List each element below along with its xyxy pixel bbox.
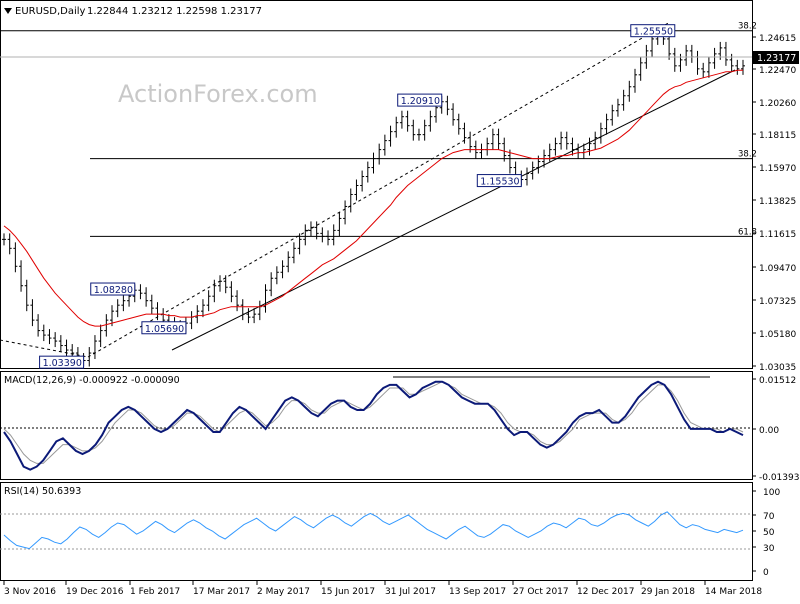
price-tick-label: 1.15970 — [759, 164, 796, 174]
annotation-box — [476, 174, 522, 188]
time-tick-label: 12 Dec 2017 — [577, 587, 635, 597]
annotation-label: 1.03390 — [43, 358, 82, 369]
fibonacci-levels: 38.2 38.2 61.8 — [0, 22, 757, 237]
price-axis: 1.24615 1.22470 1.20260 1.18115 1.15970 1.138… — [752, 34, 796, 373]
price-tick-label: 1.07325 — [759, 297, 796, 307]
price-tick-label: 1.11615 — [759, 230, 796, 240]
time-tick-label: 19 Dec 2016 — [66, 587, 124, 597]
ohlc-values: 1.22844 1.23212 1.22598 1.23177 — [87, 6, 262, 17]
time-axis: 3 Nov 2016 19 Dec 2016 1 Feb 2017 17 Mar 20… — [3, 581, 762, 597]
fib-level-label: 38.2 — [738, 150, 757, 160]
rsi-title: RSI(14) 50.6393 — [4, 486, 81, 497]
fib-level-label: 38.2 — [738, 22, 757, 32]
time-tick-label: 15 Jun 2017 — [321, 587, 375, 597]
annotation-label: 1.25550 — [634, 27, 673, 38]
macd-tick-label: 0.01512 — [759, 376, 796, 386]
price-tick-label: 1.20260 — [759, 99, 796, 109]
price-tick-label: 1.22470 — [759, 66, 796, 76]
time-tick-label: 2 May 2017 — [257, 587, 310, 597]
time-tick-label: 3 Nov 2016 — [4, 587, 56, 597]
annotation-label: 1.08280 — [94, 285, 133, 296]
rsi-tick-label: 30 — [763, 544, 775, 554]
time-tick-label: 14 Mar 2018 — [705, 587, 762, 597]
current-price-box — [753, 51, 799, 64]
annotation-box — [90, 282, 136, 296]
time-tick-label: 13 Sep 2017 — [449, 587, 506, 597]
time-tick-label: 29 Jan 2018 — [641, 587, 695, 597]
annotation-box — [141, 321, 187, 335]
time-tick-label: 31 Jul 2017 — [385, 587, 436, 597]
price-tick-label: 1.03035 — [759, 363, 796, 373]
watermark: ActionForex.com — [118, 80, 318, 108]
annotation-label: 1.15530 — [480, 177, 519, 188]
price-tick-label: 1.13825 — [759, 197, 796, 207]
time-tick-label: 17 Mar 2017 — [193, 587, 250, 597]
rsi-tick-label: 70 — [763, 512, 775, 522]
annotation-box — [39, 355, 85, 369]
rsi-tick-label: 100 — [763, 488, 780, 498]
rsi-line — [3, 511, 744, 550]
current-price-label: 1.23177 — [757, 53, 796, 64]
time-tick-label: 1 Feb 2017 — [130, 587, 180, 597]
collapse-triangle-icon — [4, 8, 12, 14]
macd-axis: 0.01512 0.00 -0.01393 — [752, 376, 799, 483]
rsi-tick-label: 50 — [763, 528, 775, 538]
macd-tick-label: 0.00 — [759, 426, 779, 436]
rsi-panel — [0, 482, 753, 581]
price-series — [2, 26, 745, 367]
symbol-label: EURUSD,Daily — [15, 6, 86, 17]
time-tick-label: 27 Oct 2017 — [513, 587, 569, 597]
macd-title: MACD(12,26,9) -0.000922 -0.000090 — [4, 375, 180, 386]
annotation-label: 1.20910 — [401, 96, 440, 107]
channel-line — [87, 21, 671, 358]
macd-tick-label: -0.01393 — [759, 473, 799, 483]
rsi-axis: 100 70 50 30 0 — [752, 488, 780, 578]
price-tick-label: 1.18115 — [759, 131, 796, 141]
annotation-label: 1.05690 — [145, 324, 184, 335]
macd-main-line — [3, 380, 744, 471]
price-tick-label: 1.09470 — [759, 264, 796, 274]
price-tick-label: 1.05180 — [759, 330, 796, 340]
moving-average-line — [3, 69, 743, 327]
annotation-box — [397, 93, 443, 107]
header: EURUSD,Daily 1.22844 1.23212 1.22598 1.2… — [4, 6, 262, 17]
price-panel — [0, 0, 753, 369]
price-tick-label: 1.24615 — [759, 34, 796, 44]
annotation-box — [630, 24, 676, 38]
fib-level-label: 61.8 — [738, 227, 757, 237]
channel-line-left — [0, 339, 89, 358]
macd-panel — [0, 371, 753, 480]
price-annotations: 1.25550 1.20910 1.15530 1.08280 1.05690 1.033… — [39, 24, 676, 369]
rsi-tick-label: 0 — [763, 568, 769, 578]
